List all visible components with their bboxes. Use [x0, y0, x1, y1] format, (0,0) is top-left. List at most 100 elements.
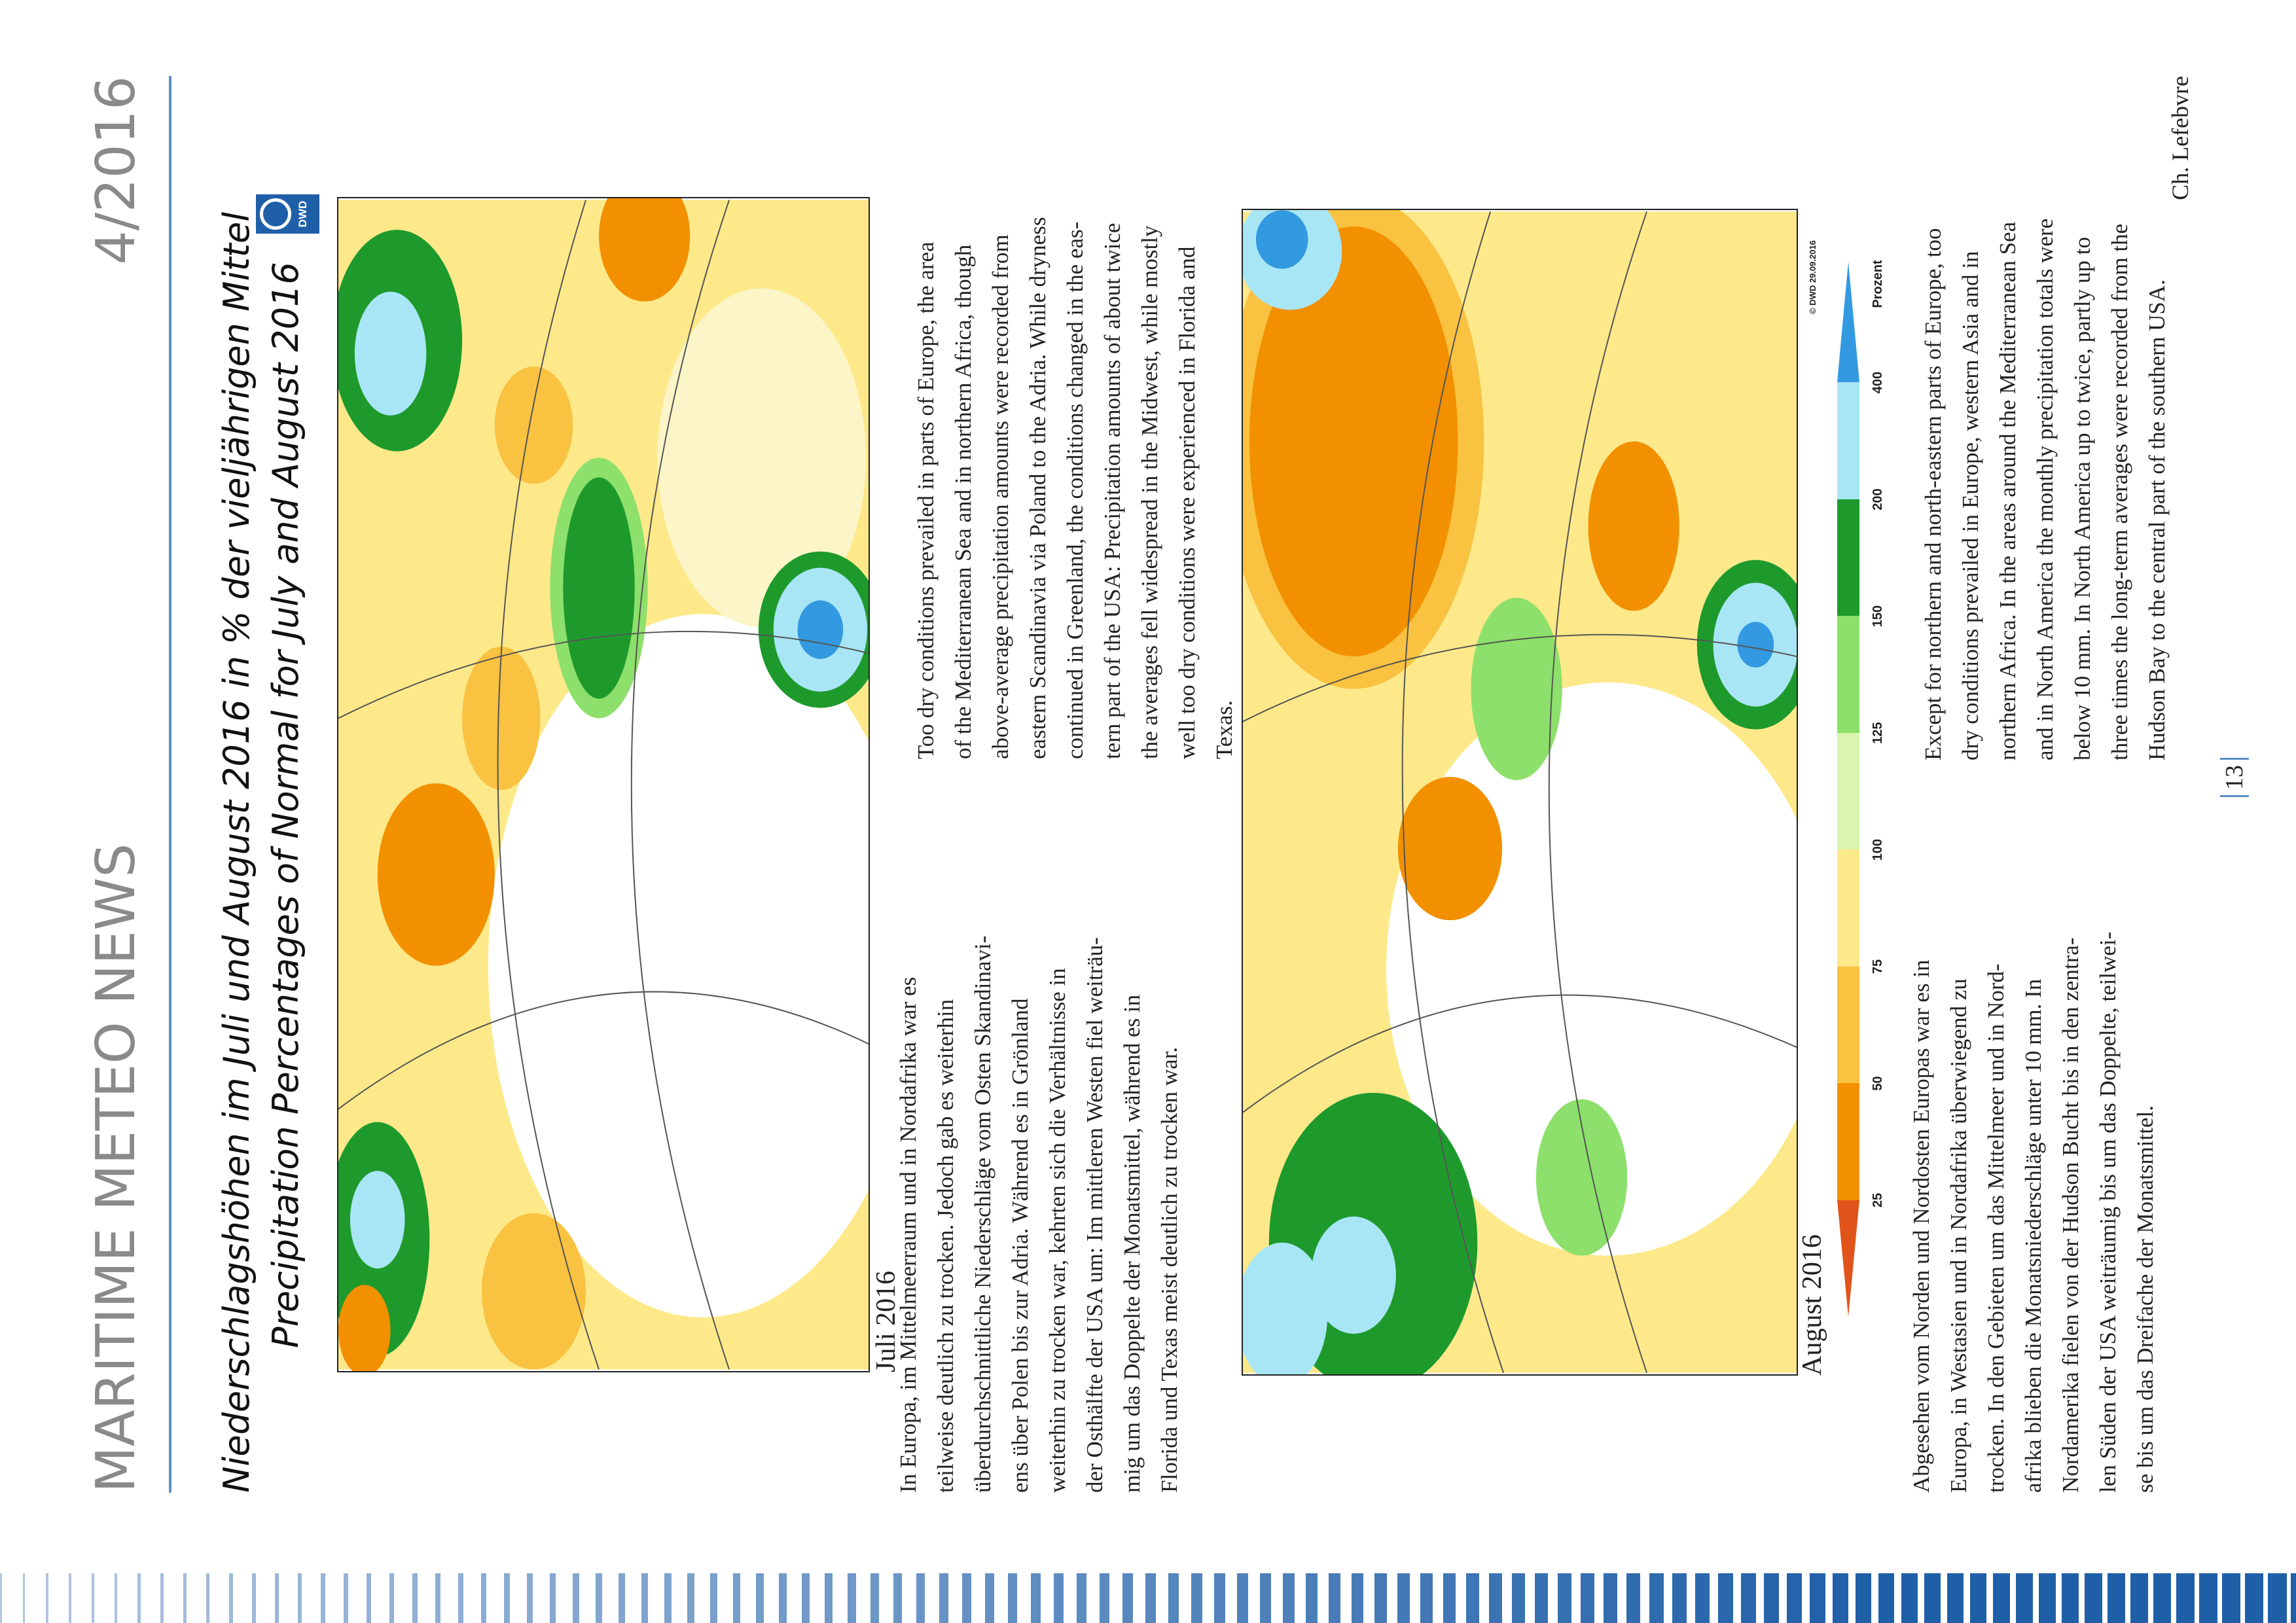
stripe	[1649, 1573, 1664, 1623]
stripe	[1764, 1573, 1780, 1623]
headline-german: Niederschlagshöhen im Juli und August 20…	[216, 211, 257, 1493]
text-line: below 10 mm. In North America up to twic…	[2070, 237, 2095, 760]
text-line: three times the long-term averages were …	[2107, 223, 2132, 760]
stripe	[2130, 1573, 2149, 1623]
stripe	[1191, 1573, 1202, 1623]
legend-label: 25	[1871, 1192, 1885, 1208]
text-line: mig um das Doppelte der Monatsmittel, wä…	[1119, 994, 1145, 1493]
legend-swatch	[1837, 499, 1859, 616]
stripe	[664, 1573, 672, 1623]
stripe	[2199, 1573, 2217, 1623]
legend-label: 200	[1871, 488, 1885, 510]
stripe	[1077, 1573, 1087, 1623]
stripe	[1947, 1573, 1964, 1623]
stripe	[1420, 1573, 1433, 1623]
stripe	[1535, 1573, 1549, 1623]
stripe	[1100, 1573, 1110, 1623]
logo: DWD	[256, 194, 319, 234]
stripe	[2016, 1573, 2033, 1623]
stripe	[573, 1573, 579, 1623]
stripe	[481, 1573, 487, 1623]
stripe	[802, 1573, 810, 1623]
text-line: überdurchschnittliche Niederschläge vom …	[970, 935, 996, 1493]
stripe	[687, 1573, 694, 1623]
text-line: afrika blieben die Monatsniederschläge u…	[2020, 978, 2046, 1493]
newsletter-title: MARITIME METEO NEWS	[85, 843, 147, 1493]
stripe	[1970, 1573, 1987, 1623]
stripe	[1626, 1573, 1641, 1623]
stripe	[619, 1573, 626, 1623]
stripe	[0, 1573, 2, 1623]
paragraph-english: Except for northern and north-eastern pa…	[1914, 219, 2176, 760]
stripe	[2291, 1573, 2296, 1623]
stripe	[1512, 1573, 1526, 1623]
text-line: weiterhin zu trocken war, kehrten sich d…	[1045, 968, 1070, 1493]
stripe	[46, 1573, 48, 1623]
stripe	[527, 1573, 533, 1623]
issue-number: 4/2016	[85, 76, 147, 265]
paragraph-english: Too dry conditions prevailed in parts of…	[907, 217, 1243, 759]
stripe	[1581, 1573, 1594, 1623]
paragraph-german: In Europa, im Mittelmeerraum und in Nord…	[889, 936, 1188, 1493]
legend-tip	[1837, 262, 1859, 383]
legend-swatch	[1837, 732, 1859, 850]
stripe	[504, 1573, 510, 1623]
stripe	[1695, 1573, 1710, 1623]
legend-label: 150	[1871, 605, 1885, 628]
headline-english: Precipitation Percentages of Normal for …	[265, 262, 306, 1348]
stripe	[1031, 1573, 1041, 1623]
stripe	[1443, 1573, 1456, 1623]
stripe	[1810, 1573, 1825, 1623]
legend-label: 50	[1871, 1076, 1885, 1091]
stripe	[916, 1573, 925, 1623]
text-line: Europa, in Westasien und in Nordafrika ü…	[1946, 978, 1971, 1493]
stripe	[756, 1573, 764, 1623]
stripe	[183, 1573, 187, 1623]
text-line: Except for northern and north-eastern pa…	[1920, 228, 1946, 760]
stripe	[1260, 1573, 1272, 1623]
stripe	[115, 1573, 118, 1623]
text-line: eastern Scandinavia via Poland to the Ad…	[1025, 217, 1050, 759]
stripe	[1168, 1573, 1179, 1623]
legend-tip	[1837, 1200, 1859, 1317]
legend-unit: Prozent	[1871, 260, 1885, 308]
stripe	[160, 1573, 164, 1623]
stripe	[344, 1573, 348, 1623]
stripe	[1145, 1573, 1156, 1623]
logo-text: DWD	[296, 200, 309, 228]
stripe	[229, 1573, 233, 1623]
text-line: and in North America the monthly precipi…	[2032, 218, 2058, 760]
stripe	[1008, 1573, 1018, 1623]
text-line: der Osthälfte der USA um: Im mittleren W…	[1082, 937, 1107, 1493]
stripe	[321, 1573, 325, 1623]
stripe	[1214, 1573, 1225, 1623]
stripe	[1741, 1573, 1756, 1623]
text-line: trocken. In den Gebieten um das Mittelme…	[1983, 963, 2009, 1493]
stripe	[1283, 1573, 1295, 1623]
stripe	[550, 1573, 556, 1623]
stripe	[985, 1573, 995, 1623]
text-line: ens über Polen bis zur Adria. Während es…	[1007, 998, 1033, 1493]
stripe	[389, 1573, 395, 1623]
stripe	[23, 1573, 26, 1623]
legend-swatch	[1837, 615, 1859, 733]
stripe	[69, 1573, 71, 1623]
stripe	[2176, 1573, 2195, 1623]
text-line: Hudson Bay to the central part of the so…	[2144, 279, 2170, 760]
stripe	[596, 1573, 602, 1623]
map-august	[1242, 209, 1798, 1376]
stripe	[252, 1573, 256, 1623]
stripe	[1924, 1573, 1941, 1623]
page-number: 13	[2220, 758, 2249, 797]
stripe	[1604, 1573, 1618, 1623]
legend: 25 50 75 100 125 150 200 400 Prozent	[1833, 0, 1905, 1623]
map-caption: August 2016	[1797, 1234, 1827, 1376]
stripe	[1237, 1573, 1249, 1623]
text-line: Too dry conditions prevailed in parts of…	[913, 241, 939, 759]
stripe	[206, 1573, 210, 1623]
stripe	[2153, 1573, 2172, 1623]
stripe	[2268, 1573, 2287, 1623]
legend-label: 75	[1871, 959, 1885, 974]
stripe	[1352, 1573, 1364, 1623]
